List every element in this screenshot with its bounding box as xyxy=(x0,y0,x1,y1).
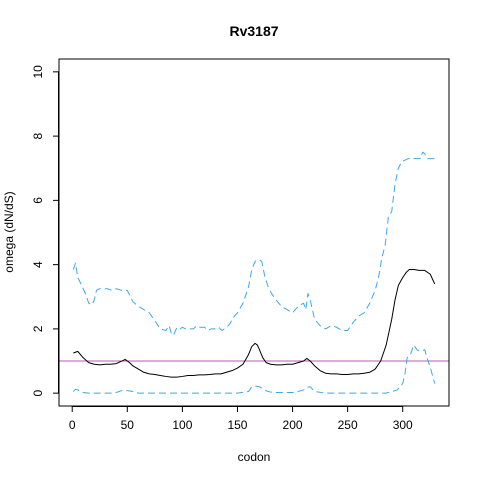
y-tick-label: 2 xyxy=(31,325,45,332)
series-line-estimate xyxy=(73,268,436,378)
y-tick-label: 0 xyxy=(31,389,45,396)
y-axis-label: omega (dN/dS) xyxy=(2,191,16,272)
series-line-upper-bound xyxy=(72,151,435,336)
x-tick-label: 300 xyxy=(393,418,413,432)
chart-title: Rv3187 xyxy=(229,23,278,39)
y-tick-label: 10 xyxy=(31,65,45,79)
y-tick-label: 8 xyxy=(31,132,45,139)
x-tick-label: 50 xyxy=(121,418,135,432)
x-tick-label: 200 xyxy=(283,418,303,432)
x-tick-label: 150 xyxy=(227,418,247,432)
plot-frame xyxy=(58,58,450,407)
x-tick-label: 100 xyxy=(172,418,192,432)
x-tick-label: 250 xyxy=(338,418,358,432)
series-line-lower-bound xyxy=(72,344,436,394)
series-layer xyxy=(59,151,449,394)
y-tick-label: 6 xyxy=(31,197,45,204)
y-tick-label: 4 xyxy=(31,261,45,268)
x-axis-label: codon xyxy=(238,450,271,464)
x-tick-label: 0 xyxy=(69,418,76,432)
